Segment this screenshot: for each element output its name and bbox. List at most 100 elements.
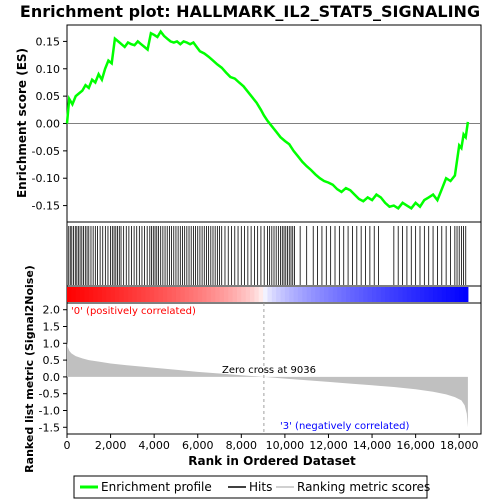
enrichment-profile-line <box>65 29 470 210</box>
heatmap-cell <box>271 287 277 302</box>
heatmap-cell <box>254 287 260 302</box>
heatmap-cell <box>380 287 386 302</box>
x-tick-label: 18,000 <box>440 439 479 452</box>
heatmap-cell <box>297 287 303 302</box>
heatmap-cell <box>106 287 112 302</box>
heatmap-cell <box>184 287 190 302</box>
x-axis-label: Rank in Ordered Dataset <box>188 454 356 468</box>
es-y-tick-label: -0.10 <box>32 172 60 185</box>
heatmap-cell <box>232 287 238 302</box>
rank-heatmap <box>66 285 482 304</box>
heatmap-cell <box>245 287 251 302</box>
heatmap-cell <box>311 287 316 302</box>
heatmap-cell <box>419 287 425 302</box>
x-tick-label: 12,000 <box>309 439 348 452</box>
metric-y-tick-label: 2.0 <box>43 304 61 317</box>
heatmap-cell <box>123 287 129 302</box>
heatmap-cell <box>197 287 203 302</box>
heatmap-cell <box>71 287 77 302</box>
heatmap-cell <box>437 287 443 302</box>
heatmap-cell <box>180 287 186 302</box>
heatmap-cell <box>267 287 273 302</box>
es-y-tick-label: 0.05 <box>36 90 61 103</box>
x-tick-label: 16,000 <box>396 439 435 452</box>
es-y-label: Enrichment score (ES) <box>15 48 29 198</box>
chart-title: Enrichment plot: HALLMARK_IL2_STAT5_SIGN… <box>20 2 480 21</box>
heatmap-cell <box>93 287 99 302</box>
heatmap-cell <box>424 287 430 302</box>
heatmap-cell <box>459 287 465 302</box>
heatmap-cell <box>350 287 356 302</box>
heatmap-cell <box>337 287 343 302</box>
heatmap-cell <box>276 287 282 302</box>
heatmap-cell <box>441 287 447 302</box>
heatmap-cell <box>167 287 173 302</box>
es-y-tick-label: 0.15 <box>36 35 61 48</box>
heatmap-cell <box>67 287 72 302</box>
heatmap-cell <box>88 287 94 302</box>
heatmap-cell <box>363 287 369 302</box>
heatmap-cell <box>162 287 168 302</box>
heatmap-cell <box>341 287 347 302</box>
heatmap-cell <box>389 287 395 302</box>
heatmap-cell <box>250 287 255 302</box>
heatmap-cell <box>119 287 125 302</box>
heatmap-cell <box>324 287 329 302</box>
heatmap-cell <box>302 287 308 302</box>
x-tick-label: 8,000 <box>226 439 258 452</box>
legend-enrichment-label: Enrichment profile <box>101 480 212 494</box>
heatmap-cell <box>411 287 417 302</box>
heatmap-cell <box>219 287 225 302</box>
heatmap-cell <box>372 287 377 302</box>
heatmap-cell <box>141 287 146 302</box>
heatmap-cell <box>158 287 164 302</box>
metric-y-axis: 2.0 1.5 1.0 0.5 0.0 -0.5 -1.0 -1.5 <box>39 304 67 434</box>
metric-y-label: Ranked list metric (Signal2Noise) <box>23 265 36 473</box>
heatmap-cell <box>354 287 360 302</box>
negative-correlation-label: '3' (negatively correlated) <box>280 421 409 432</box>
es-y-tick-label: -0.05 <box>32 145 60 158</box>
metric-y-tick-label: 0.0 <box>43 371 61 384</box>
heatmap-cell <box>428 287 434 302</box>
heatmap-cell <box>319 287 325 302</box>
heatmap-cell <box>398 287 404 302</box>
heatmap-cell <box>149 287 155 302</box>
heatmap-cell <box>132 287 138 302</box>
x-tick-label: 10,000 <box>266 439 305 452</box>
legend-box <box>73 475 428 499</box>
ranking-metric-area <box>67 341 468 428</box>
heatmap-cell <box>332 287 338 302</box>
heatmap-cell <box>236 287 242 302</box>
heatmap-cell <box>136 287 142 302</box>
hit-lines <box>68 226 467 285</box>
heatmap-cell <box>284 287 290 302</box>
heatmap-cell <box>402 287 408 302</box>
metric-y-tick-label: -1.5 <box>39 421 60 434</box>
heatmap-cell <box>306 287 312 302</box>
heatmap-cell <box>241 287 247 302</box>
metric-y-tick-label: -1.0 <box>39 404 60 417</box>
heatmap-cell <box>75 287 81 302</box>
heatmap-cell <box>289 287 295 302</box>
heatmap-cell <box>454 287 460 302</box>
heatmap-cell <box>202 287 207 302</box>
es-y-tick-label: 0.10 <box>36 63 61 76</box>
heatmap-cell <box>210 287 216 302</box>
metric-panel: 2.0 1.5 1.0 0.5 0.0 -0.5 -1.0 -1.5 '0' (positiv… <box>23 265 482 473</box>
heatmap-cell <box>110 287 116 302</box>
heatmap-cell <box>263 287 268 302</box>
heatmap-cell <box>228 287 234 302</box>
heatmap-cell <box>328 287 334 302</box>
heatmap-cell <box>97 287 103 302</box>
heatmap-cell <box>175 287 181 302</box>
heatmap-cell <box>358 287 364 302</box>
es-y-tick-label: 0.00 <box>36 118 61 131</box>
heatmap-cell <box>206 287 212 302</box>
x-tick-label: 14,000 <box>353 439 392 452</box>
x-tick-label: 6,000 <box>182 439 214 452</box>
hits-panel <box>66 221 482 287</box>
metric-y-tick-label: 0.5 <box>43 354 61 367</box>
positive-correlation-label: '0' (positively correlated) <box>71 306 196 317</box>
heatmap-cell <box>450 287 456 302</box>
legend-hits-label: Hits <box>249 480 272 494</box>
